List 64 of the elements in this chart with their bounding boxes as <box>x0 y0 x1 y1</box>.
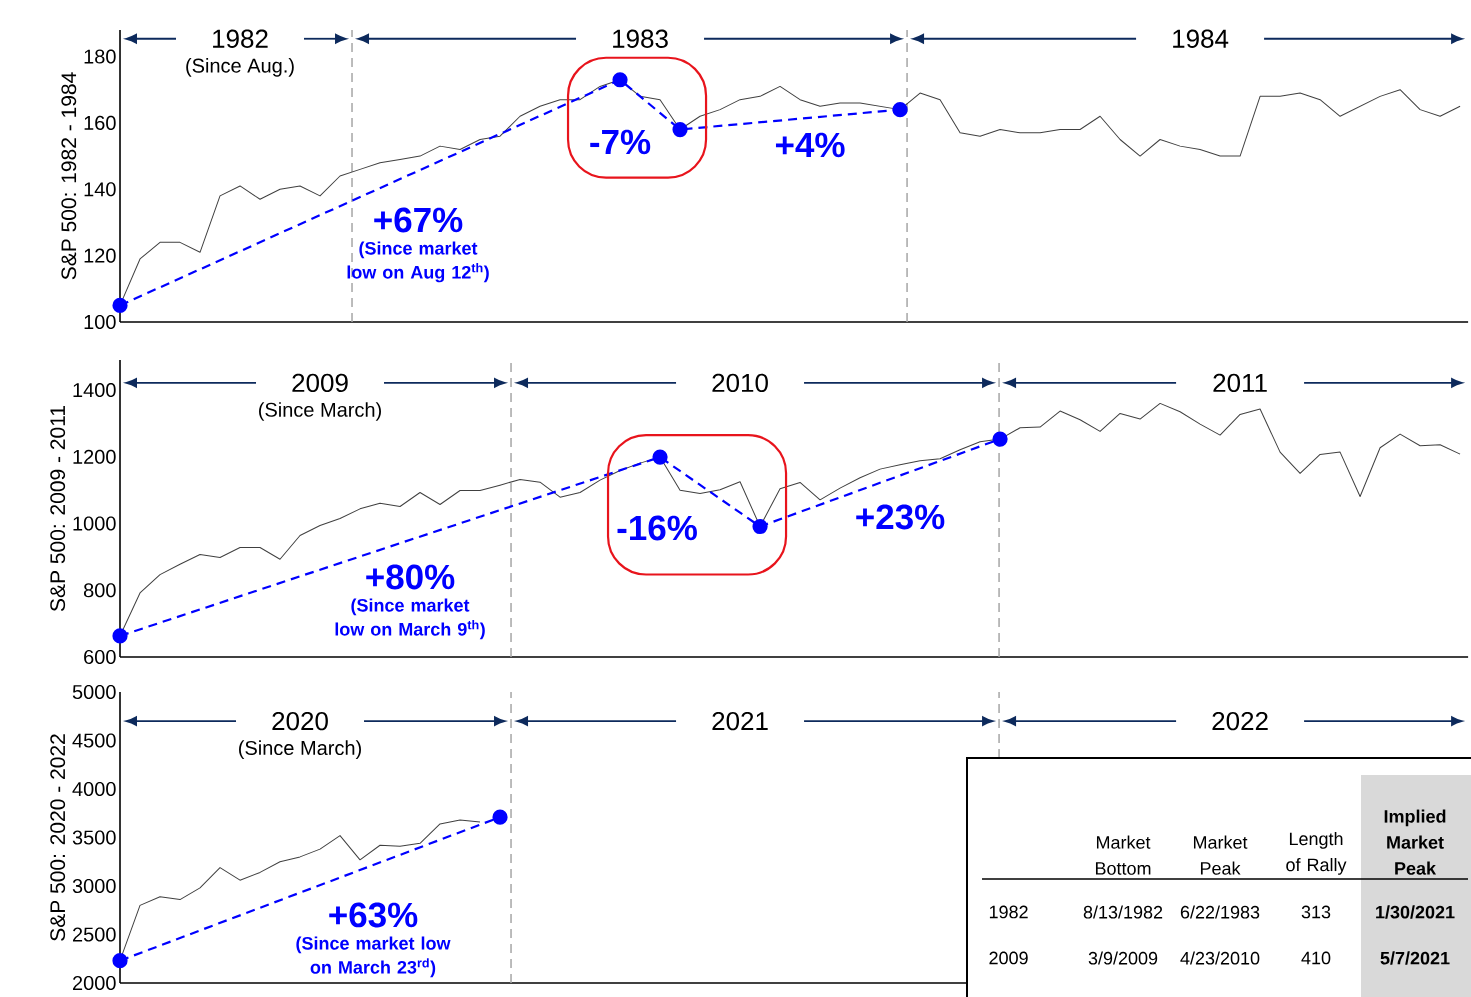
y-tick-label: 800 <box>83 583 116 598</box>
x-tick-label: 2020 <box>272 711 328 731</box>
annotation: +67% <box>374 207 463 233</box>
y-axis-title: S&P 500: 2020 - 2022 <box>50 734 66 941</box>
annotation: +23% <box>856 504 945 530</box>
point <box>112 628 128 644</box>
y-tick-label: 1400 <box>73 382 116 398</box>
y-tick-label: 180 <box>84 49 116 64</box>
annotation: (Since March) <box>239 740 361 759</box>
y-tick-label: 4000 <box>72 781 116 797</box>
annotation: +4% <box>775 132 845 158</box>
annotation: (Since market low on March 9$^{th}$) <box>335 598 485 640</box>
annotation: +63% <box>329 902 418 928</box>
y-tick-label: 5000 <box>72 684 116 700</box>
point <box>112 297 128 313</box>
y-tick-label: 120 <box>84 248 116 263</box>
annotation: +80% <box>366 564 455 590</box>
annotation: Market Peak <box>1193 835 1248 875</box>
y-tick-label: 160 <box>84 115 116 130</box>
annotation: (Since Aug.) <box>186 58 294 77</box>
x-tick-label: 1984 <box>1173 29 1229 48</box>
point <box>652 449 668 465</box>
y-tick-label: 4500 <box>72 733 116 748</box>
annotation: Market Bottom <box>1095 835 1151 875</box>
y-tick-label: 140 <box>84 182 116 197</box>
x-tick-label: 1982 <box>213 29 268 48</box>
y-tick-label: 2000 <box>72 975 116 991</box>
x-tick-label: 2009 <box>292 373 348 393</box>
annotation: 8/13/1982 <box>1083 905 1163 919</box>
y-tick-label: 3000 <box>72 878 116 894</box>
annotation: 6/22/1983 <box>1180 905 1260 919</box>
annotation: (Since market low on Aug 12$^{th}$) <box>347 241 489 283</box>
y-tick-label: 3500 <box>72 830 116 845</box>
annotation: 1/30/2021 <box>1376 905 1455 919</box>
y-tick-label: 100 <box>84 314 116 330</box>
annotation: Implied Market Peak <box>1384 809 1446 875</box>
x-tick-label: 2021 <box>712 711 768 731</box>
y-axis-title: S&P 500: 1982 - 1984 <box>61 72 77 280</box>
y-tick-label: 1000 <box>73 516 116 531</box>
annotation: 2009 <box>989 951 1028 965</box>
y-tick-label: 1200 <box>73 449 116 464</box>
x-tick-label: 1983 <box>613 29 668 48</box>
x-tick-label: 2022 <box>1212 711 1268 731</box>
y-axis-title: S&P 500: 2009 - 2011 <box>50 406 66 612</box>
x-tick-label: 2011 <box>1213 373 1267 393</box>
point <box>992 431 1008 447</box>
y-tick-label: 600 <box>84 649 116 665</box>
annotation: 4/23/2010 <box>1180 951 1260 965</box>
annotation: 1982 <box>989 905 1028 919</box>
point <box>612 72 628 88</box>
annotation: 3/9/2009 <box>1088 951 1158 965</box>
point <box>892 102 908 118</box>
annotation: -7% <box>590 129 651 155</box>
y-tick-label: 2500 <box>72 927 116 942</box>
point <box>752 518 768 535</box>
annotation: -16% <box>617 515 697 541</box>
annotation: (Since market low on March 23$^{rd}$) <box>296 936 451 978</box>
annotation: 5/7/2021 <box>1380 951 1450 965</box>
point <box>672 121 688 138</box>
annotation: 313 <box>1301 905 1331 919</box>
annotation: Length of Rally <box>1286 832 1347 875</box>
annotation: 410 <box>1301 951 1331 965</box>
annotation: (Since March) <box>259 402 381 421</box>
x-tick-label: 2010 <box>712 373 768 393</box>
